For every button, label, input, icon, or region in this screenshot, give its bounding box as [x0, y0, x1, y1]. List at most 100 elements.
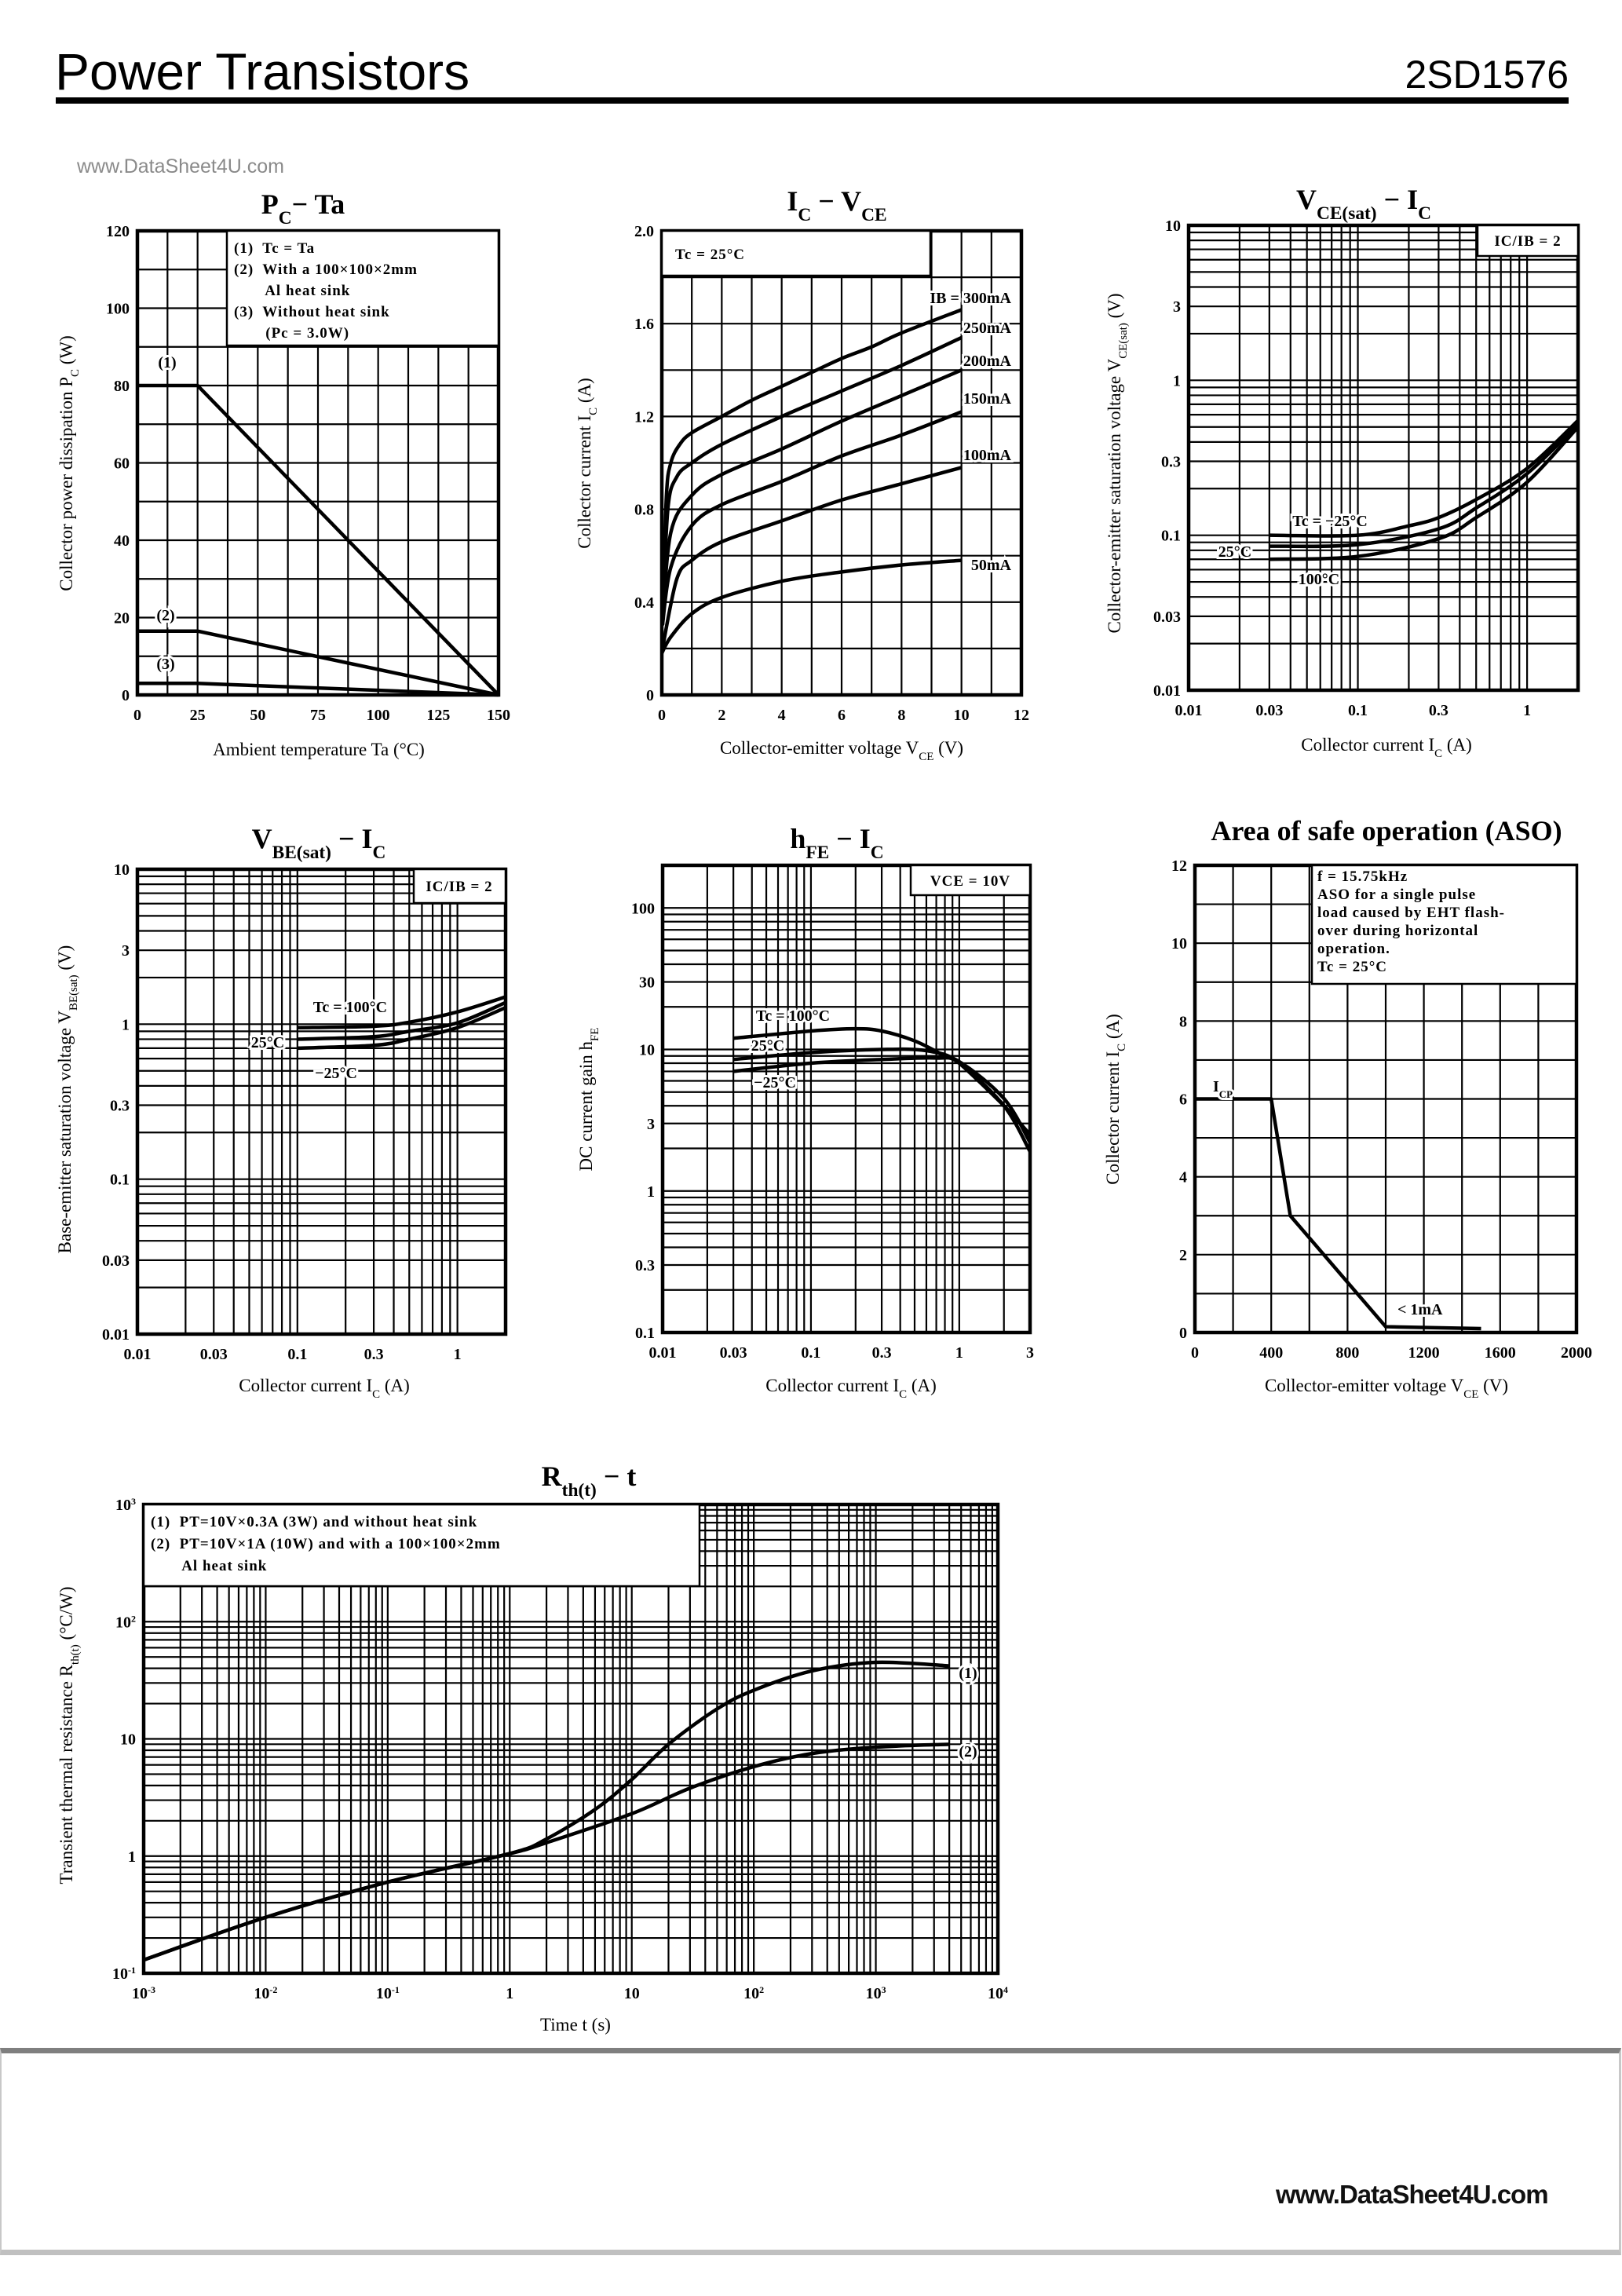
series-label: Tc = −25°C — [1292, 513, 1368, 530]
superscript: -1 — [392, 1984, 400, 1995]
subscript: BE(sat) — [68, 974, 80, 1011]
text-part: Collector-emitter saturation voltage V — [1105, 358, 1124, 633]
y-tick-label: 10 — [114, 861, 130, 879]
legend-note: Tc = 25°C — [660, 229, 932, 277]
x-tick-label: 6 — [838, 707, 846, 724]
text-part: 10 — [376, 1985, 392, 2002]
y-tick-label: 0.1 — [1161, 528, 1181, 545]
series-line-0 — [137, 383, 500, 696]
text-part: Collector power dissipation P — [57, 377, 76, 591]
subscript: CE — [919, 751, 933, 763]
x-tick-label: 0.03 — [200, 1346, 228, 1363]
text-part: I — [787, 185, 798, 217]
text-part: (V) — [933, 738, 963, 758]
text-part: Transient thermal resistance R — [57, 1664, 76, 1884]
x-tick-label: 800 — [1335, 1344, 1359, 1362]
plot-frame — [135, 867, 508, 1336]
y-tick-label: 0.3 — [1161, 454, 1181, 471]
x-tick-label: 1600 — [1485, 1344, 1516, 1362]
x-tick-label: 150 — [487, 707, 510, 724]
chart-title: IC − VCE — [787, 185, 886, 225]
series-label: 25°C — [751, 1037, 784, 1055]
series-line-1 — [732, 1047, 1032, 1144]
series-label: 50mA — [971, 557, 1012, 574]
header-rule — [56, 97, 1569, 104]
text-part: Collector current I — [239, 1376, 372, 1395]
y-tick-label: 100 — [106, 301, 130, 318]
x-tick-label: 8 — [897, 707, 905, 724]
y-tick-label: 0.3 — [635, 1257, 655, 1274]
x-axis-label: Time t (s) — [540, 2015, 611, 2035]
y-tick-label: 1.2 — [634, 408, 654, 426]
series-line-2 — [137, 681, 499, 697]
y-tick-label: 1 — [128, 1848, 136, 1866]
y-tick-label: 30 — [639, 974, 655, 992]
subscript: FE — [589, 1028, 601, 1041]
series-line-3 — [660, 410, 963, 626]
plot-frame — [1186, 223, 1580, 693]
legend-note: VCE = 10V — [909, 864, 1032, 897]
note-box — [225, 229, 500, 347]
text-part: (V) — [55, 945, 75, 975]
y-tick-label: 3 — [122, 942, 130, 960]
y-axis-label: Collector current IC (A) — [1103, 1014, 1128, 1185]
y-tick-label: 40 — [114, 532, 130, 550]
y-tick-label: 100 — [631, 900, 655, 917]
part-number: 2SD1576 — [1405, 53, 1569, 97]
text-part: (A) — [1442, 735, 1472, 755]
chart-title: VBE(sat) − IC — [252, 823, 386, 863]
series-line-4 — [660, 466, 963, 649]
watermark-top: www.DataSheet4U.com — [77, 155, 285, 177]
x-tick-label: 10-2 — [254, 1984, 277, 2002]
series-line-1 — [660, 335, 963, 626]
text-part: DC current gain h — [576, 1041, 596, 1172]
superscript: -1 — [128, 1965, 136, 1976]
subscript: C — [69, 369, 82, 377]
y-axis-label: Collector current IC (A) — [575, 378, 600, 549]
y-tick-label: 0.1 — [635, 1325, 655, 1342]
series-line-1 — [297, 1000, 506, 1041]
y-tick-label: 1.6 — [634, 316, 654, 333]
subscript: C — [373, 843, 386, 863]
x-tick-label: 25 — [190, 707, 206, 724]
x-tick-label: 100 — [367, 707, 390, 724]
series-label: (1) — [158, 354, 176, 371]
y-axis-label: Collector-emitter saturation voltage VCE… — [1105, 293, 1130, 633]
subscript: BE(sat) — [272, 843, 331, 863]
y-tick-label: 0 — [122, 687, 130, 704]
note-line: load caused by EHT flash- — [1317, 905, 1505, 921]
x-tick-label: 1200 — [1408, 1344, 1440, 1362]
text-part: 10 — [743, 1985, 759, 2002]
y-tick-label: 1 — [122, 1016, 130, 1033]
text-part: (V) — [1105, 293, 1124, 323]
x-tick-label: 400 — [1259, 1344, 1283, 1362]
y-tick-label: 10 — [639, 1042, 655, 1059]
x-tick-label: 2 — [718, 707, 725, 724]
chart-2: IC/IB = 2 Tc = −25°C 25°C 100°C 0.01 0.03 0.1 0… — [1105, 184, 1580, 760]
text-part: 10 — [132, 1985, 148, 2002]
series-label: 25°C — [251, 1034, 284, 1051]
x-axis-label: Collector current IC (A) — [765, 1376, 937, 1401]
x-tick-label: 1 — [1523, 702, 1531, 719]
y-tick-label: 0.1 — [110, 1172, 130, 1189]
legend-note: IC/IB = 2 — [412, 868, 507, 905]
note-line: Al heat sink — [234, 283, 350, 299]
text-part: Ambient temperature Ta (°C) — [213, 740, 425, 759]
chart-4: VCE = 10V Tc = 100°C 25°C −25°C 0.01 0.03 0.1 0… — [576, 823, 1034, 1401]
x-tick-label: 10-3 — [132, 1984, 155, 2002]
note-line: Tc = 25°C — [675, 247, 745, 263]
plot-frame — [660, 863, 1032, 1335]
y-axis-label: DC current gain hFE — [576, 1028, 601, 1172]
series-line-0 — [297, 995, 506, 1029]
y-tick-label: 6 — [1179, 1091, 1187, 1109]
text-part: 10 — [115, 1614, 131, 1631]
x-tick-label: 0 — [658, 707, 666, 724]
text-part: Time t (s) — [540, 2015, 611, 2035]
x-tick-label: 0.3 — [364, 1346, 384, 1363]
x-tick-label: 0.1 — [1348, 702, 1368, 719]
footer-box — [0, 2048, 1621, 2255]
x-tick-label: 4 — [778, 707, 786, 724]
subscript: CE — [861, 205, 887, 225]
text-part: Collector current I — [575, 415, 594, 549]
